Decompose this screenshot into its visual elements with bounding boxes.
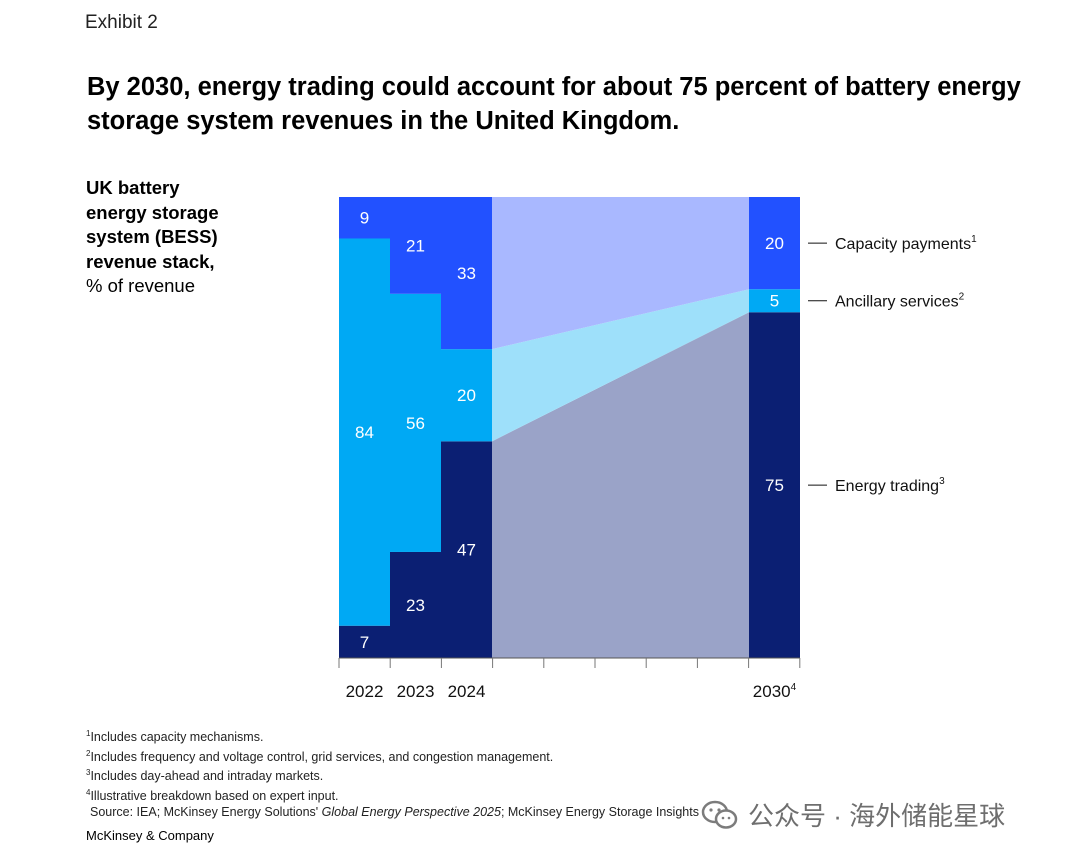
x-tick-label: 2023 <box>397 682 435 701</box>
source-italic: Global Energy Perspective 2025 <box>321 804 501 819</box>
footnote-text: Includes capacity mechanisms. <box>90 730 264 745</box>
bar-segment <box>749 197 800 290</box>
bar-segment <box>339 197 390 239</box>
footnote-marker: 1 <box>86 729 91 738</box>
legend-superscript: 3 <box>939 476 945 487</box>
data-label: 20 <box>765 234 784 253</box>
data-label: 23 <box>406 596 425 615</box>
data-label: 84 <box>355 423 374 442</box>
data-label: 21 <box>406 236 425 255</box>
legend-label: Ancillary services2 <box>835 292 965 311</box>
data-label: 7 <box>360 633 369 652</box>
footnote-marker: 4 <box>86 787 91 797</box>
watermark: 公众号 · 海外储能星球 <box>700 796 1005 833</box>
data-label: 9 <box>360 209 369 228</box>
x-tick-label: 2022 <box>346 682 384 701</box>
legend-superscript: 1 <box>971 234 977 245</box>
data-label: 47 <box>457 541 476 560</box>
brand-logo-text: McKinsey & Company <box>86 828 214 843</box>
y-axis-label-line: system (BESS) <box>86 226 218 247</box>
source-suffix: ; McKinsey Energy Storage Insights <box>500 804 699 819</box>
bridge-band-ancillary-services <box>492 289 749 442</box>
bar-segment <box>441 349 492 442</box>
watermark-text: 公众号 · 海外储能星球 <box>748 801 1006 831</box>
footnote: 1Includes capacity mechanisms. <box>86 726 699 746</box>
wechat-icon <box>700 799 740 831</box>
footnote-marker: 3 <box>86 768 91 778</box>
bar-segment <box>390 293 441 552</box>
y-axis-label-line: energy storage <box>86 201 219 223</box>
data-label: 75 <box>765 476 784 495</box>
source-prefix: Source: IEA; McKinsey Energy Solutions' <box>90 804 322 819</box>
footnotes: 1Includes capacity mechanisms. 2Includes… <box>86 726 699 820</box>
chart-title: By 2030, energy trading could account fo… <box>87 73 1021 135</box>
footnote: 4Illustrative breakdown based on expert … <box>86 785 699 805</box>
source-note: Source: IEA; McKinsey Energy Solutions' … <box>86 805 699 821</box>
footnote: 3Includes day-ahead and intraday markets… <box>86 765 699 785</box>
legend-label: Capacity payments1 <box>835 234 977 253</box>
x-tick-superscript: 4 <box>791 682 797 693</box>
exhibit-label: Exhibit 2 <box>85 12 158 33</box>
y-axis-label-line: UK battery <box>86 177 180 198</box>
data-label: 33 <box>457 264 476 283</box>
bar-segment <box>339 625 390 658</box>
y-axis-label: UK battery energy storage system (BESS) … <box>86 176 219 299</box>
y-axis-unit: % of revenue <box>86 275 196 296</box>
bridge-band-capacity-payments <box>492 197 749 350</box>
data-label: 20 <box>457 386 476 405</box>
bar-segment <box>441 197 492 350</box>
bar-segment <box>390 197 441 294</box>
x-tick-label: 2024 <box>448 682 486 701</box>
bar-segment <box>749 312 800 658</box>
bar-segment <box>339 238 390 626</box>
legend-superscript: 2 <box>959 292 965 303</box>
x-tick-label: 20304 <box>753 682 797 701</box>
y-axis-label-line: revenue stack, <box>86 250 215 272</box>
bridge-band-energy-trading <box>492 312 749 658</box>
footnote-text: Illustrative breakdown based on expert i… <box>90 789 339 804</box>
data-label: 5 <box>770 292 779 311</box>
legend-label: Energy trading3 <box>835 476 945 495</box>
bar-segment <box>749 289 800 313</box>
bar-segment <box>390 551 441 658</box>
footnote-marker: 2 <box>86 748 91 758</box>
footnote: 2Includes frequency and voltage control,… <box>86 746 699 766</box>
bar-segment <box>441 441 492 658</box>
data-label: 56 <box>406 414 425 433</box>
footnote-text: Includes day-ahead and intraday markets. <box>90 769 324 784</box>
footnote-text: Includes frequency and voltage control, … <box>90 749 554 764</box>
